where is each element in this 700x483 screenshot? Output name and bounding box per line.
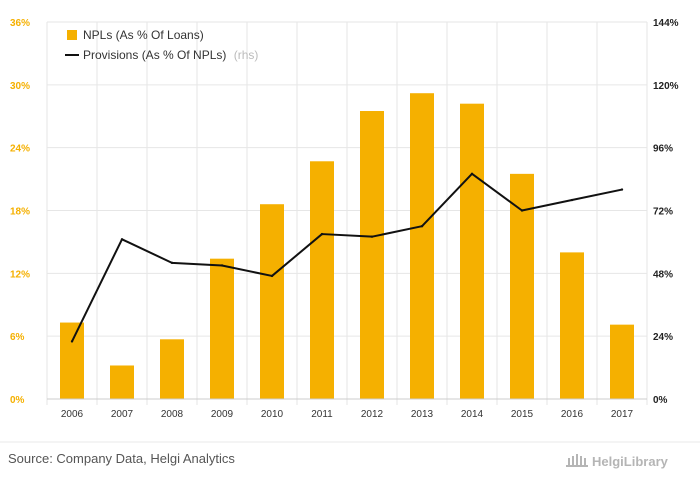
x-axis: 2006 2007 2008 2009 2010 2011 2012 2013 2014 2015… xyxy=(47,398,647,420)
y-left-tick-label: 12% xyxy=(10,269,30,280)
point-provisions xyxy=(270,274,274,278)
y-right-tick-label: 72% xyxy=(653,207,673,218)
y-axis-right: 0% 24% 48% 72% 96% 120% 144% xyxy=(653,18,679,406)
point-provisions xyxy=(170,261,174,265)
bar-npls xyxy=(560,252,584,399)
y-left-tick-label: 36% xyxy=(10,18,30,29)
bar-npls xyxy=(260,204,284,399)
bar-npls xyxy=(210,258,234,399)
y-left-tick-label: 6% xyxy=(10,332,25,343)
source-text: Source: Company Data, Helgi Analytics xyxy=(8,451,235,466)
bar-npls xyxy=(310,161,334,399)
point-provisions xyxy=(320,232,324,236)
legend-swatch-npls xyxy=(67,30,77,40)
bar-npls xyxy=(110,365,134,399)
point-provisions xyxy=(420,225,424,228)
x-tick-label: 2013 xyxy=(411,409,434,420)
y-right-tick-label: 120% xyxy=(653,81,679,92)
y-right-tick-label: 0% xyxy=(653,395,668,406)
point-provisions xyxy=(570,198,574,202)
point-provisions xyxy=(370,235,374,238)
bar-npls xyxy=(360,111,384,399)
y-right-tick-label: 48% xyxy=(653,269,673,280)
x-tick-label: 2011 xyxy=(311,409,333,420)
line-series xyxy=(70,172,624,343)
bar-npls xyxy=(410,93,434,399)
x-tick-label: 2008 xyxy=(161,409,184,420)
x-tick-label: 2016 xyxy=(561,409,584,420)
library-icon xyxy=(566,454,588,467)
x-tick-label: 2015 xyxy=(511,409,534,420)
x-tick-label: 2010 xyxy=(261,409,284,420)
point-provisions xyxy=(470,172,474,176)
legend-label-provisions-name: Provisions (As % Of NPLs) xyxy=(83,48,226,62)
y-right-tick-label: 144% xyxy=(653,18,679,29)
y-left-tick-label: 18% xyxy=(10,207,30,218)
legend-label-npls: NPLs (As % Of Loans) xyxy=(83,28,204,42)
y-right-tick-label: 24% xyxy=(653,332,673,343)
brand-name: HelgiLibrary xyxy=(592,454,669,469)
bar-npls xyxy=(510,173,534,399)
y-axis-left: 0% 6% 12% 18% 24% 30% 36% xyxy=(10,18,30,406)
bar-series xyxy=(60,93,634,399)
point-provisions xyxy=(70,340,74,343)
brand-logo: HelgiLibrary xyxy=(566,454,669,469)
bar-npls xyxy=(160,339,184,399)
legend-label-provisions: Provisions (As % Of NPLs) (rhs) xyxy=(83,48,258,62)
x-tick-label: 2012 xyxy=(361,409,384,420)
legend-label-provisions-note: (rhs) xyxy=(234,48,259,62)
x-tick-label: 2009 xyxy=(211,409,234,420)
x-tick-label: 2017 xyxy=(611,409,634,420)
y-left-tick-label: 0% xyxy=(10,395,25,406)
x-tick-label: 2007 xyxy=(111,409,134,420)
x-tick-label: 2006 xyxy=(61,409,84,420)
bar-npls xyxy=(460,103,484,399)
y-left-tick-label: 24% xyxy=(10,144,30,155)
point-provisions xyxy=(620,188,624,191)
y-left-tick-label: 30% xyxy=(10,81,30,92)
point-provisions xyxy=(120,238,124,241)
legend: NPLs (As % Of Loans) Provisions (As % Of… xyxy=(65,28,258,62)
line-provisions xyxy=(71,172,623,342)
point-provisions xyxy=(520,209,524,212)
x-tick-label: 2014 xyxy=(461,409,484,420)
y-right-tick-label: 96% xyxy=(653,144,673,155)
point-provisions xyxy=(220,264,224,267)
bar-npls xyxy=(610,324,634,399)
grid-lines xyxy=(46,21,648,405)
bar-npls xyxy=(60,322,84,399)
